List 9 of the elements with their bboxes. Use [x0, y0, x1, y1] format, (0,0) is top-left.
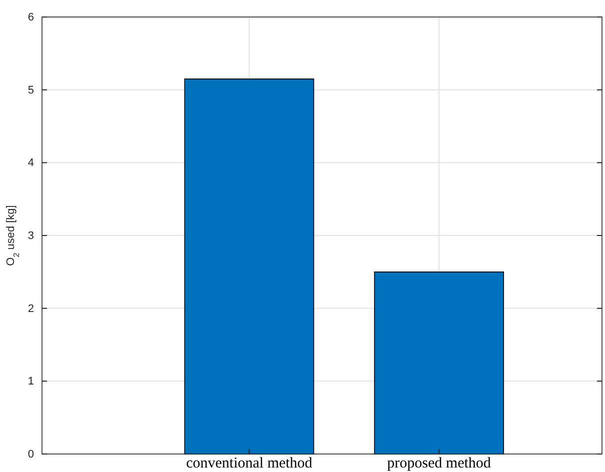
- y-tick-label: 0: [28, 448, 34, 461]
- y-tick-label: 4: [28, 157, 34, 170]
- y-tick-label: 3: [28, 230, 34, 242]
- y-tick-label: 6: [28, 12, 34, 24]
- x-tick-label: proposed method: [387, 456, 492, 472]
- y-tick-label: 1: [28, 376, 34, 388]
- y-tick-label: 5: [28, 84, 34, 96]
- y-tick-label: 2: [28, 302, 34, 315]
- x-tick-label: conventional method: [186, 456, 313, 472]
